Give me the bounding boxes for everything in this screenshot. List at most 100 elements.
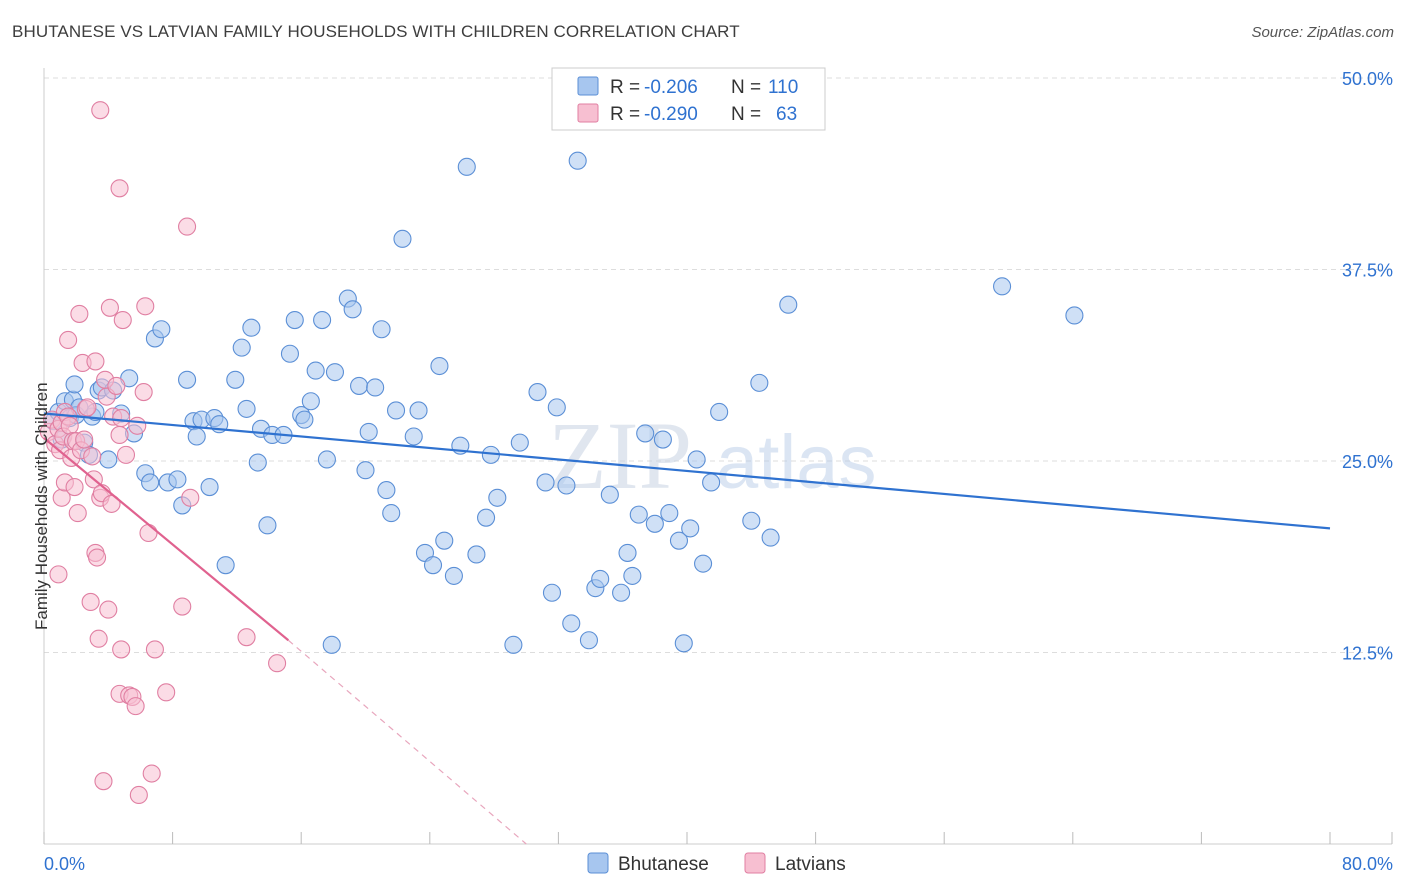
bhutanese-point	[313, 311, 332, 330]
latvian-point	[139, 523, 158, 543]
bhutanese-point	[579, 631, 598, 650]
bhutanese-point	[653, 430, 672, 449]
bhutanese-point	[350, 376, 369, 395]
bhutanese-point	[477, 508, 496, 527]
watermark-atlas: atlas	[716, 420, 877, 505]
bhutanese-point	[591, 569, 610, 589]
bhutanese-point	[99, 450, 118, 469]
bhutanese-point	[467, 545, 486, 564]
bhutanese-point	[623, 566, 642, 585]
bhutanese-point	[636, 424, 655, 443]
bhutanese-point	[504, 635, 523, 654]
latvian-point	[83, 447, 102, 466]
stats-r-value-2: -0.290	[644, 104, 698, 125]
bhutanese-point	[216, 556, 235, 575]
bhutanese-point	[232, 338, 251, 357]
latvian-point	[173, 597, 192, 616]
latvian-point	[178, 217, 197, 236]
watermark: ZIP atlas	[548, 402, 877, 509]
y-tick-label: 50.0%	[1342, 69, 1393, 89]
latvian-point	[65, 477, 84, 497]
bhutanese-point	[65, 375, 84, 394]
bhutanese-point	[612, 583, 631, 602]
bhutanese-point	[702, 473, 721, 492]
bhutanese-point	[178, 370, 197, 389]
bhutanese-point	[444, 566, 463, 585]
latvian-point	[113, 311, 132, 330]
stats-swatch-bhutanese	[577, 76, 599, 96]
stats-swatch-latvians	[577, 103, 599, 123]
bhutanese-point	[669, 531, 689, 550]
bhutanese-point	[681, 519, 700, 538]
legend-swatch-bhutanese	[587, 852, 609, 874]
bhutanese-point	[237, 399, 256, 418]
bhutanese-point	[761, 528, 780, 547]
bhutanese-point	[645, 514, 664, 533]
legend-label-bhutanese: Bhutanese	[618, 854, 709, 875]
chart-title: BHUTANESE VS LATVIAN FAMILY HOUSEHOLDS W…	[12, 22, 740, 41]
bhutanese-point	[674, 634, 693, 653]
stats-r-label-2: R =	[610, 104, 640, 125]
latvian-point	[181, 488, 200, 507]
bhutanese-point	[317, 450, 336, 469]
bhutanese-point	[488, 488, 507, 507]
latvian-point	[87, 548, 107, 567]
bhutanese-point	[510, 433, 529, 452]
legend-label-latvians: Latvians	[775, 854, 846, 875]
bhutanese-point	[306, 361, 325, 380]
bhutanese-point	[750, 373, 769, 392]
bhutanese-point	[547, 398, 566, 417]
bhutanese-point	[382, 504, 401, 523]
latvian-point	[110, 425, 129, 445]
x-tick-label: 0.0%	[44, 854, 85, 874]
grid-layer	[44, 77, 1392, 653]
latvian-point	[126, 697, 145, 716]
y-axis-title: Family Households with Children	[32, 382, 51, 630]
x-tick-label: 80.0%	[1342, 854, 1393, 874]
latvian-point	[145, 640, 164, 659]
bhutanese-point	[343, 300, 362, 319]
latvian-point	[102, 494, 121, 513]
y-tick-label: 37.5%	[1342, 261, 1393, 281]
latvian-point	[136, 297, 155, 316]
latvian-point	[107, 376, 126, 395]
bhutanese-point	[258, 516, 277, 535]
bhutanese-point	[200, 477, 219, 497]
latvian-trend-extension	[287, 639, 527, 845]
bhutanese-point	[562, 614, 581, 633]
bhutanese-point	[542, 583, 562, 602]
bhutanese-point	[710, 402, 729, 422]
latvian-point	[81, 592, 100, 611]
bhutanese-point	[187, 427, 206, 446]
bhutanese-point	[557, 476, 576, 495]
y-tick-label: 12.5%	[1342, 644, 1393, 664]
bhutanese-point	[325, 363, 345, 382]
bhutanese-point	[457, 157, 476, 176]
latvian-point	[99, 600, 118, 619]
bhutanese-trend-line	[43, 412, 1331, 530]
bhutanese-point	[600, 485, 619, 504]
latvian-point	[86, 352, 105, 371]
bhutanese-point	[435, 531, 454, 550]
bhutanese-point	[779, 295, 798, 314]
bhutanese-point	[629, 505, 648, 524]
bhutanese-point	[687, 450, 706, 469]
bhutanese-point	[393, 229, 412, 248]
latvian-point	[112, 409, 131, 428]
bhutanese-point	[301, 392, 320, 411]
stats-n-label-1: N =	[731, 77, 761, 98]
stats-r-value-1: -0.206	[644, 77, 698, 98]
axis-layer	[43, 68, 1393, 845]
latvian-point	[94, 772, 113, 791]
latvian-point	[134, 383, 153, 402]
bhutanese-point	[280, 344, 299, 363]
bhutanese-point	[568, 151, 587, 170]
bhutanese-point	[618, 543, 637, 562]
bhutanese-point	[742, 511, 761, 530]
bhutanese-point	[295, 410, 314, 429]
latvian-point	[100, 298, 119, 317]
stats-n-value-1: 110	[768, 77, 798, 98]
latvian-point	[157, 683, 176, 702]
source-label: Source: ZipAtlas.com	[1251, 24, 1394, 41]
